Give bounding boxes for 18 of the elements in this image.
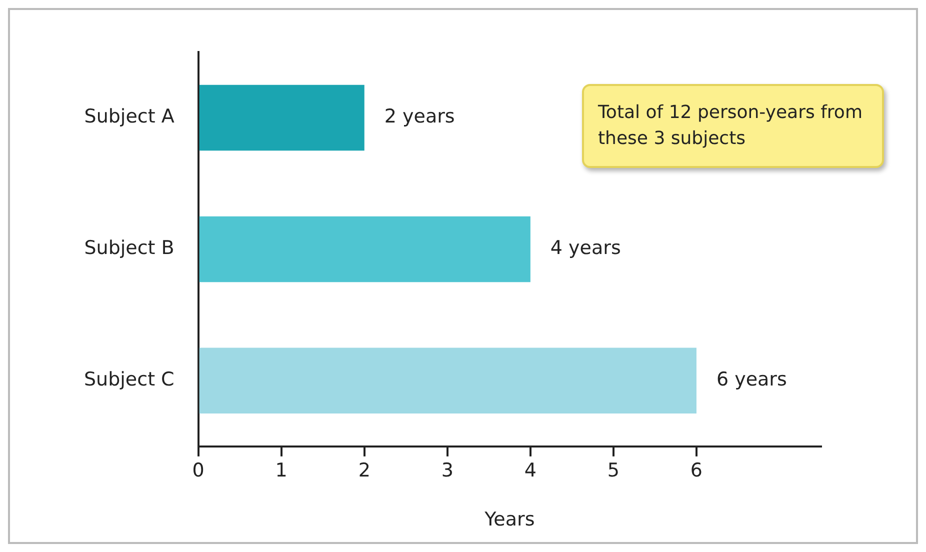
annotation: Total of 12 person-years from these 3 subjects [582,84,884,168]
x-tick-label: 2 [358,460,370,482]
data-label: 2 years [384,106,455,128]
x-tick-label: 4 [524,460,536,482]
x-tick-label: 5 [607,460,620,482]
x-tick-label: 6 [690,460,703,482]
x-tick-label: 0 [192,460,204,482]
y-tick-label: Subject C [84,368,174,391]
bar [199,216,530,282]
y-tick-label: Subject A [84,106,174,128]
data-label: 6 years [716,368,787,391]
x-tick-label: 3 [441,460,454,482]
bar [199,348,696,414]
bar [199,84,364,151]
x-axis-title: Years [484,508,535,531]
y-tick-label: Subject B [84,237,174,260]
x-tick-label: 1 [275,460,288,482]
data-label: 4 years [550,237,621,260]
